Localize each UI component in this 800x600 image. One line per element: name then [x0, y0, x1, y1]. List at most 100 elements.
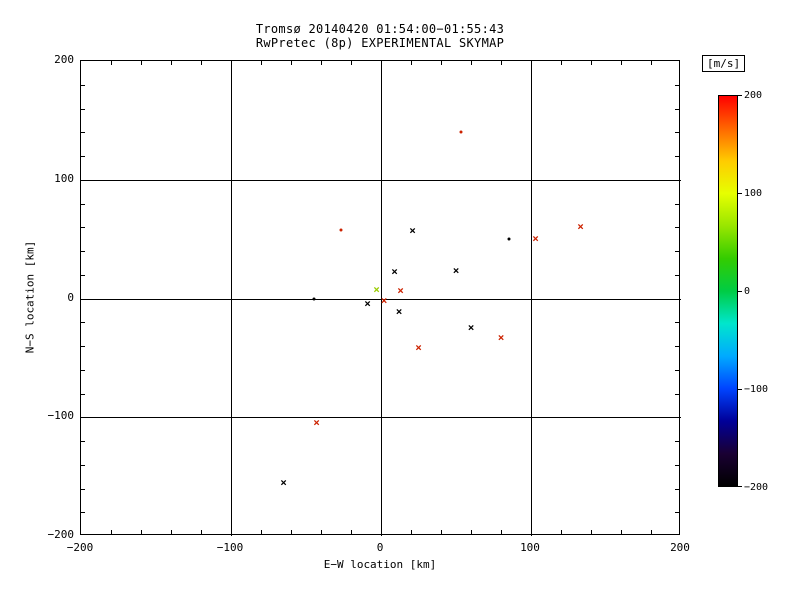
axis-tick	[81, 322, 85, 324]
axis-tick	[675, 464, 679, 466]
axis-tick	[675, 132, 679, 134]
axis-tick	[81, 132, 85, 134]
axis-tick	[675, 108, 679, 110]
axis-tick	[81, 441, 85, 442]
data-point-x: ×	[364, 297, 371, 311]
axis-tick	[672, 417, 679, 419]
axis-tick	[291, 61, 292, 65]
axis-tick	[531, 61, 532, 68]
axis-tick	[591, 61, 592, 65]
axis-tick	[675, 369, 679, 371]
axis-tick	[471, 61, 472, 65]
axis-tick	[561, 61, 562, 65]
colorbar-tick-label: −100	[744, 384, 769, 395]
axis-tick	[675, 227, 679, 229]
axis-tick	[381, 61, 382, 68]
axis-tick	[411, 530, 412, 534]
axis-tick	[411, 61, 412, 65]
axis-tick	[81, 274, 85, 276]
x-tick-label: −100	[216, 541, 244, 554]
axis-tick	[81, 369, 85, 371]
axis-tick	[81, 156, 85, 157]
plot-area: × × × × × × × × × × × × × × ×	[80, 60, 681, 536]
data-point-x: ×	[409, 223, 416, 237]
axis-tick	[621, 61, 622, 65]
data-point-x: ×	[532, 232, 539, 246]
axis-tick	[201, 530, 202, 534]
colorbar-tick	[738, 193, 742, 194]
axis-tick	[621, 530, 622, 534]
x-tick-label: 100	[520, 541, 540, 554]
axis-tick	[381, 527, 382, 534]
axis-tick	[81, 346, 85, 347]
data-point-x: ×	[280, 475, 287, 489]
data-point-dot	[507, 237, 510, 241]
axis-tick	[651, 61, 652, 65]
axis-tick	[81, 84, 85, 86]
y-tick-label: 100	[54, 171, 74, 185]
axis-tick	[81, 488, 85, 490]
data-point-dot	[339, 228, 342, 232]
axis-tick	[81, 203, 85, 205]
colorbar-tick	[738, 486, 742, 487]
colorbar-tick-label: 0	[744, 286, 751, 297]
axis-tick	[531, 527, 532, 534]
data-point-x: ×	[313, 416, 320, 430]
axis-tick	[675, 322, 679, 324]
axis-tick	[675, 393, 679, 395]
plot-title: Tromsø 20140420 01:54:00−01:55:43	[255, 22, 505, 36]
data-point-x: ×	[373, 283, 380, 297]
axis-tick	[561, 530, 562, 534]
axis-tick	[171, 61, 172, 65]
axis-tick	[81, 393, 85, 395]
axis-tick	[201, 61, 202, 65]
axis-tick	[675, 156, 679, 157]
axis-tick	[81, 298, 88, 300]
axis-tick	[501, 61, 502, 65]
axis-tick	[171, 530, 172, 534]
axis-tick	[672, 179, 679, 181]
colorbar	[718, 95, 738, 487]
data-point-x: ×	[391, 265, 398, 279]
x-tick-label: −200	[66, 541, 94, 554]
axis-tick	[651, 530, 652, 534]
axis-tick	[81, 512, 85, 514]
axis-tick	[231, 61, 232, 68]
axis-tick	[351, 61, 352, 65]
x-axis-label: E−W location [km]	[323, 558, 437, 571]
axis-tick	[231, 527, 232, 534]
data-point-x: ×	[380, 293, 388, 307]
axis-tick	[261, 530, 262, 534]
axis-tick	[675, 274, 679, 276]
data-point-x: ×	[577, 220, 584, 234]
x-tick-label: 0	[376, 541, 384, 554]
axis-tick	[441, 61, 442, 65]
axis-tick	[321, 530, 322, 534]
axis-tick	[591, 530, 592, 534]
colorbar-tick	[738, 389, 742, 390]
gridline-horizontal	[81, 179, 681, 181]
axis-tick	[672, 298, 679, 300]
y-tick-label: 200	[54, 53, 74, 66]
axis-tick	[675, 203, 679, 205]
data-point-x: ×	[395, 304, 403, 318]
data-point-x: ×	[497, 330, 505, 344]
axis-tick	[675, 84, 679, 86]
gridline-horizontal	[81, 417, 681, 419]
axis-tick	[81, 108, 85, 110]
plot-subtitle: RwPretec (8p) EXPERIMENTAL SKYMAP	[255, 36, 505, 50]
colorbar-tick-label: 200	[744, 90, 763, 101]
axis-tick	[675, 488, 679, 490]
colorbar-tick	[738, 291, 742, 292]
y-tick-label: 0	[67, 290, 74, 304]
axis-tick	[141, 61, 142, 65]
axis-tick	[675, 346, 679, 347]
axis-tick	[111, 530, 112, 534]
data-point-x: ×	[415, 341, 422, 355]
y-tick-label: −200	[47, 528, 75, 541]
axis-tick	[81, 251, 85, 252]
colorbar-unit-label: [m/s]	[702, 55, 746, 72]
axis-tick	[675, 441, 679, 442]
data-point-dot	[459, 130, 462, 134]
